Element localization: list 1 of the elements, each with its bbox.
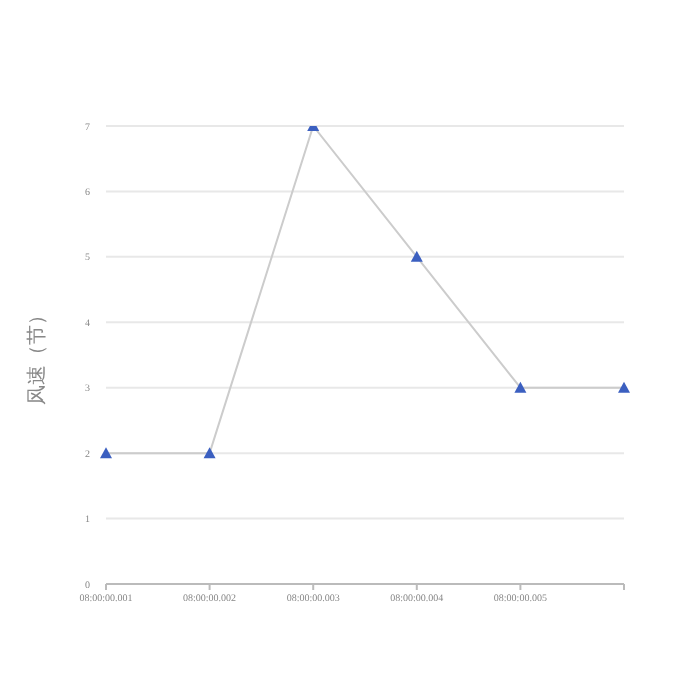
- y-axis-title: 风速（节）: [25, 305, 50, 405]
